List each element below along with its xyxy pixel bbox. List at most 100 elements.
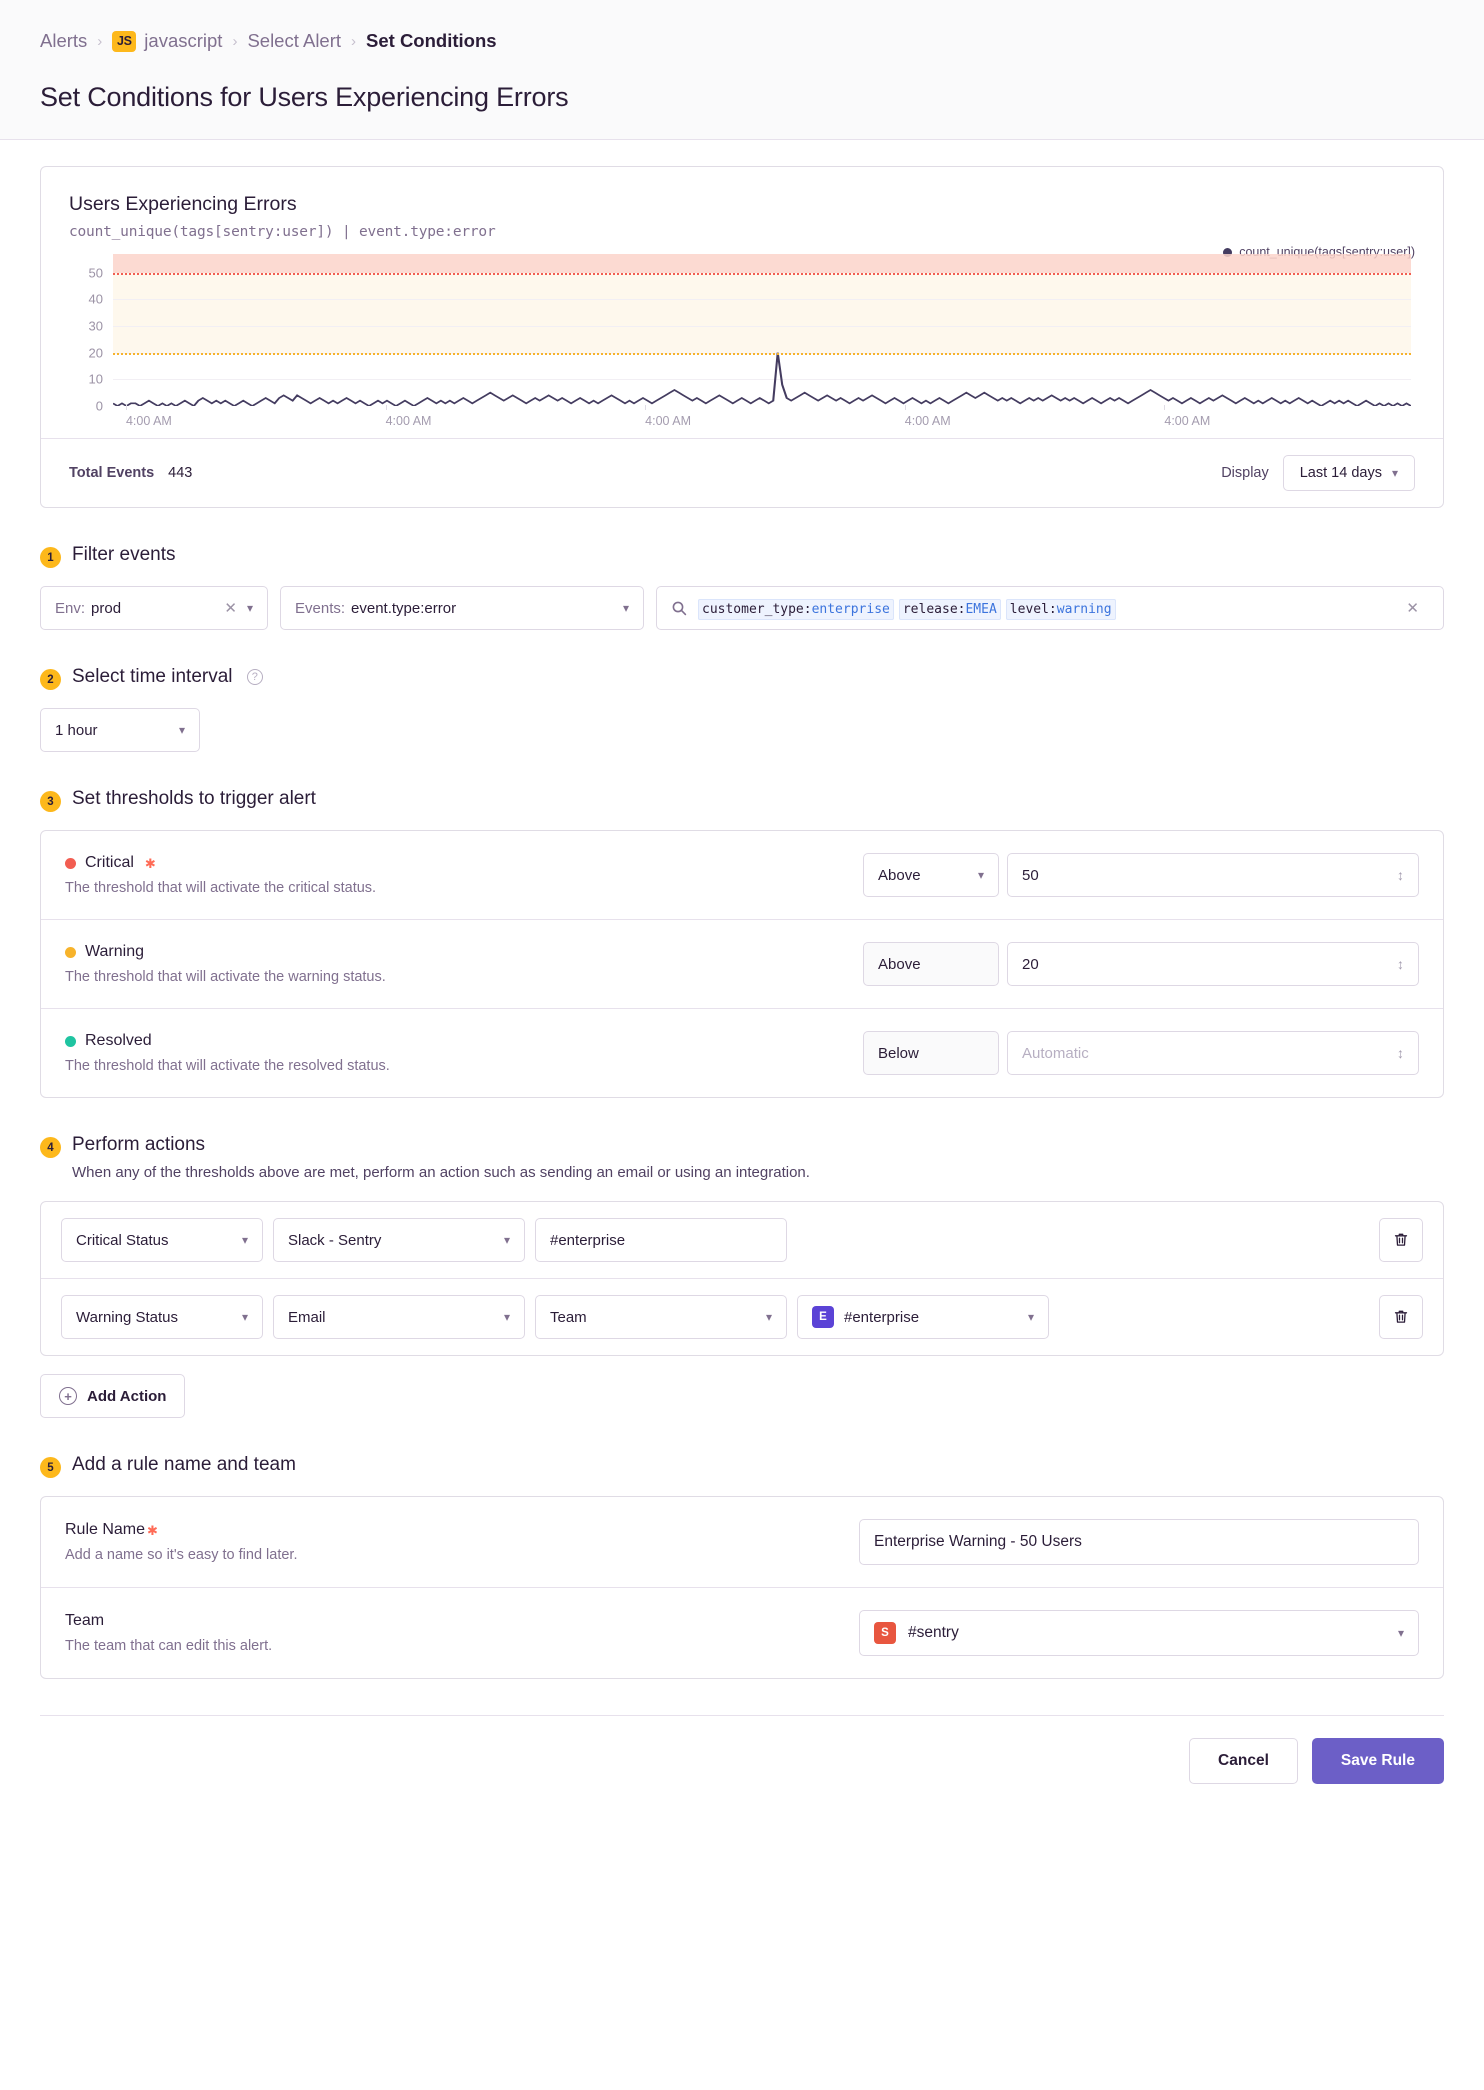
- page-title: Set Conditions for Users Experiencing Er…: [40, 82, 569, 112]
- chevron-down-icon: ▾: [241, 1233, 248, 1247]
- rule-name-value: Enterprise Warning - 50 Users: [874, 1533, 1082, 1550]
- step4-description: When any of the thresholds above are met…: [72, 1164, 810, 1181]
- search-token[interactable]: level:warning: [1005, 598, 1116, 620]
- threshold-value-input[interactable]: 50 ↕: [1007, 853, 1419, 897]
- x-axis-tick: 4:00 AM: [645, 414, 692, 428]
- time-interval-value: 1 hour: [55, 721, 98, 739]
- x-axis-tick: 4:00 AM: [1164, 414, 1211, 428]
- token-value: warning: [1056, 601, 1112, 617]
- events-filter-select[interactable]: Events: event.type:error ▾: [280, 586, 644, 630]
- action-status-select[interactable]: Warning Status ▾: [61, 1295, 263, 1339]
- threshold-value: 50: [1022, 866, 1039, 884]
- action-row: Warning Status ▾ Email ▾ Team ▾ E #enterprise ▾: [41, 1278, 1443, 1355]
- breadcrumb-item-alerts[interactable]: Alerts: [40, 30, 88, 51]
- search-token[interactable]: customer_type:enterprise: [698, 598, 894, 620]
- save-rule-button[interactable]: Save Rule: [1311, 1738, 1444, 1784]
- step-number-badge: 1: [40, 547, 61, 568]
- team-label: Team: [65, 1612, 105, 1629]
- number-stepper-icon[interactable]: ↕: [1397, 956, 1404, 972]
- breadcrumb-separator-icon: ›: [97, 32, 103, 50]
- search-token[interactable]: release:EMEA: [898, 598, 1001, 620]
- threshold-info: Critical ✱ The threshold that will activat…: [65, 854, 845, 896]
- breadcrumb-item-select-alert[interactable]: Select Alert: [247, 30, 342, 51]
- critical-threshold-line: [113, 272, 1411, 275]
- chart-x-axis: 4:00 AM 4:00 AM 4:00 AM 4:00 AM 4:00 AM: [113, 405, 1411, 432]
- delete-action-button[interactable]: [1379, 1295, 1423, 1339]
- help-icon[interactable]: ?: [246, 669, 263, 685]
- time-interval-select[interactable]: 1 hour ▾: [40, 708, 200, 752]
- step3-title: Set thresholds to trigger alert: [72, 788, 316, 809]
- step2-title: Select time interval ?: [72, 666, 263, 688]
- threshold-value-input[interactable]: 20 ↕: [1007, 942, 1419, 986]
- breadcrumb-separator-icon: ›: [351, 32, 357, 50]
- action-channel-select[interactable]: Email ▾: [273, 1295, 525, 1339]
- warning-threshold-line: [113, 352, 1411, 355]
- threshold-operator-select[interactable]: Below: [863, 1031, 999, 1075]
- cancel-button[interactable]: Cancel: [1189, 1738, 1298, 1784]
- step2-title-text: Select time interval: [72, 666, 233, 687]
- rule-panel: Rule Name ✱ Add a name so it's easy to f…: [40, 1496, 1444, 1679]
- breadcrumb: Alerts › JS javascript › Select Alert › …: [40, 30, 1444, 52]
- add-action-label: Add Action: [87, 1387, 167, 1405]
- display-period-select[interactable]: Last 14 days ▾: [1282, 455, 1415, 491]
- action-channel-select[interactable]: Slack - Sentry ▾: [273, 1218, 525, 1262]
- javascript-platform-icon: JS: [112, 30, 137, 52]
- threshold-operator-select[interactable]: Above: [863, 942, 999, 986]
- chart-title: Users Experiencing Errors: [69, 193, 297, 215]
- total-events: Total Events 443: [69, 465, 192, 481]
- grid-line: [113, 326, 1411, 327]
- delete-action-button[interactable]: [1379, 1218, 1423, 1262]
- legend-series-dot-icon: [1223, 247, 1233, 257]
- threshold-row: Warning The threshold that will activate …: [41, 919, 1443, 1008]
- grid-line: [113, 299, 1411, 301]
- rule-name-input[interactable]: Enterprise Warning - 50 Users: [859, 1519, 1419, 1565]
- step-number-badge: 3: [40, 791, 61, 812]
- breadcrumb-item-set-conditions: Set Conditions: [366, 30, 497, 51]
- action-target-type-value: Team: [550, 1308, 587, 1326]
- action-target-type-select[interactable]: Team ▾: [535, 1295, 787, 1339]
- step3-heading: 3 Set thresholds to trigger alert: [40, 788, 1444, 812]
- threshold-description: The threshold that will activate the cri…: [65, 880, 377, 896]
- breadcrumb-separator-icon: ›: [232, 32, 238, 50]
- rule-name-label-wrap: Rule Name ✱: [65, 1521, 297, 1539]
- total-events-label: Total Events: [69, 465, 155, 481]
- action-recipient-select[interactable]: E #enterprise ▾: [797, 1295, 1049, 1339]
- x-axis-tickmark: [645, 405, 647, 410]
- step-number-badge: 2: [40, 669, 61, 690]
- token-key: release:: [902, 601, 966, 617]
- threshold-value-input[interactable]: Automatic ↕: [1007, 1031, 1419, 1075]
- chevron-down-icon: ▾: [977, 868, 984, 882]
- chevron-down-icon: ▾: [503, 1233, 510, 1247]
- threshold-info: Warning The threshold that will activate …: [65, 943, 845, 985]
- chevron-down-icon: ▾: [178, 723, 185, 737]
- threshold-row: Resolved The threshold that will activate…: [41, 1008, 1443, 1097]
- token-value: EMEA: [965, 601, 997, 617]
- number-stepper-icon[interactable]: ↕: [1397, 867, 1404, 883]
- series-line-count-unique: [113, 352, 1411, 406]
- actions-panel: Critical Status ▾ Slack - Sentry ▾ #enterpri…: [40, 1201, 1444, 1356]
- action-recipient-value: #enterprise: [844, 1308, 920, 1326]
- search-query-input[interactable]: customer_type:enterprise release:EMEA leve…: [656, 586, 1444, 630]
- thresholds-panel: Critical ✱ The threshold that will activat…: [40, 830, 1444, 1098]
- environment-filter-select[interactable]: Env: prod ✕ ▾: [40, 586, 268, 630]
- threshold-name: Critical: [85, 854, 134, 871]
- action-status-select[interactable]: Critical Status ▾: [61, 1218, 263, 1262]
- number-stepper-icon[interactable]: ↕: [1397, 1045, 1404, 1061]
- critical-threshold-band: [113, 254, 1411, 273]
- chevron-down-icon: ▾: [1391, 466, 1398, 480]
- add-action-button[interactable]: + Add Action: [40, 1374, 186, 1418]
- step-select-time-interval: 2 Select time interval ? 1 hour ▾: [40, 666, 1444, 752]
- threshold-operator-select[interactable]: Above ▾: [863, 853, 999, 897]
- breadcrumb-item-project[interactable]: JS javascript: [112, 30, 222, 52]
- environment-filter-value: prod: [91, 599, 122, 617]
- chevron-down-icon: ▾: [246, 601, 253, 615]
- threshold-operator-value: Above: [878, 866, 921, 884]
- team-select[interactable]: S #sentry ▾: [859, 1610, 1419, 1656]
- step4-heading: 4 Perform actions When any of the thresh…: [40, 1134, 1444, 1183]
- clear-search-icon[interactable]: ✕: [1406, 600, 1419, 617]
- display-label: Display: [1221, 465, 1269, 481]
- threshold-name: Warning: [85, 943, 144, 960]
- clear-environment-icon[interactable]: ✕: [224, 600, 237, 617]
- action-target-input[interactable]: #enterprise: [535, 1218, 787, 1262]
- step-perform-actions: 4 Perform actions When any of the thresh…: [40, 1134, 1444, 1418]
